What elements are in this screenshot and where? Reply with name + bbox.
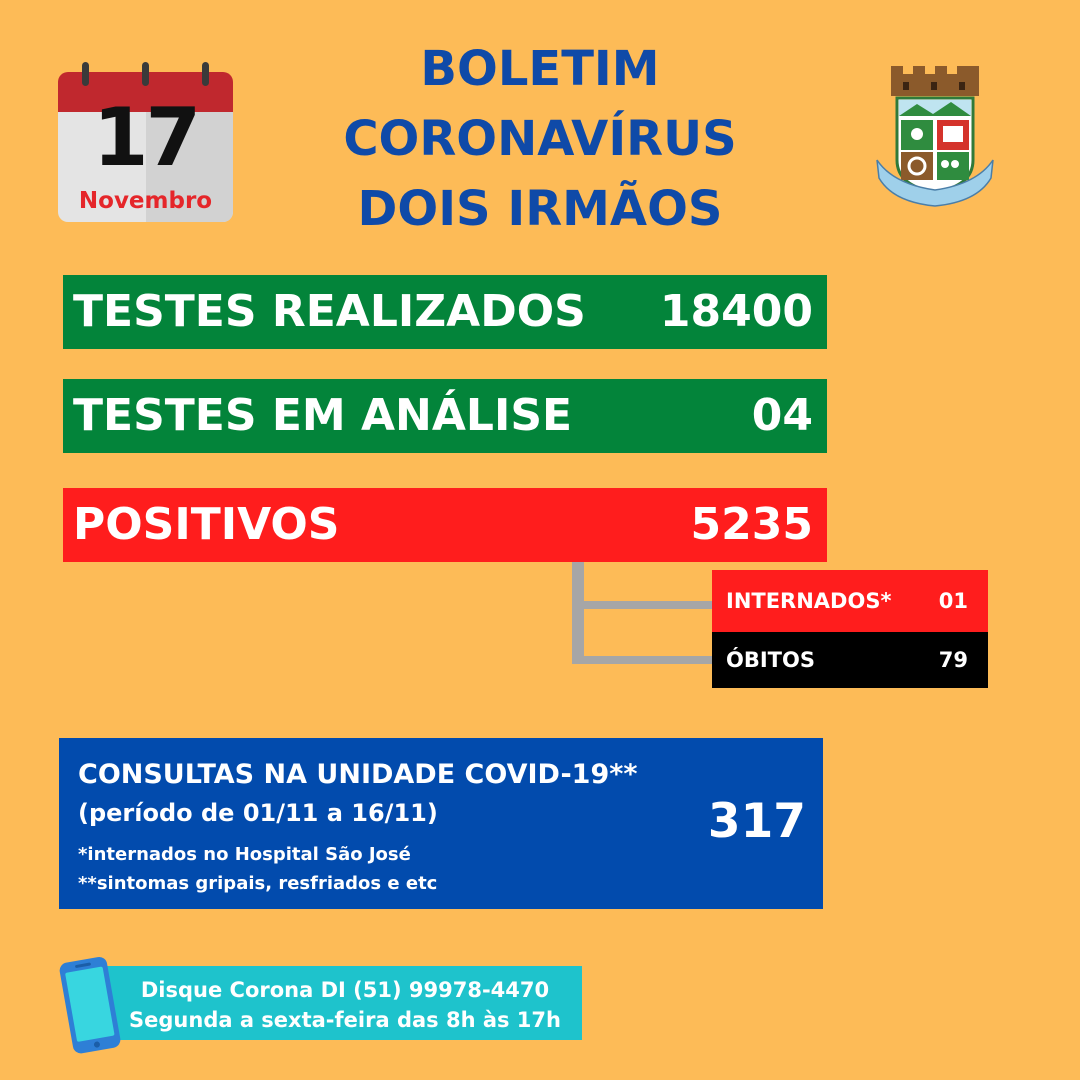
calendar-page [58,112,233,222]
calendar-page-shade [146,112,233,222]
stat-label: INTERNADOS* [726,589,892,613]
calendar-day: 17 [92,91,201,184]
consultas-value: 317 [707,794,806,849]
municipal-coat-of-arms-icon [873,60,997,216]
contact-phone: Disque Corona DI (51) 99978-4470 [140,978,550,1002]
calendar-ring [202,62,209,86]
connector-line [584,601,712,609]
stat-positivos: POSITIVOS 5235 [63,488,827,562]
page-title: BOLETIM CORONAVÍRUS DOIS IRMÃOS [330,34,750,244]
stat-label: POSITIVOS [73,499,340,550]
contact-banner: Disque Corona DI (51) 99978-4470 Segunda… [95,966,582,1040]
calendar-month: Novembro [78,188,213,214]
connector-line [572,562,584,664]
stat-obitos: ÓBITOS 79 [712,632,988,688]
consultas-title: CONSULTAS NA UNIDADE COVID-19** [78,759,638,790]
title-line-1: BOLETIM [420,41,660,97]
calendar-ring [82,62,89,86]
stat-testes-realizados: TESTES REALIZADOS 18400 [63,275,827,349]
smartphone-icon [56,955,126,1055]
calendar-icon: 17 Novembro [58,62,233,222]
title-line-3: DOIS IRMÃOS [357,181,723,237]
title-line-2: CORONAVÍRUS [343,111,737,167]
stat-value: 01 [938,589,968,613]
consultas-panel: CONSULTAS NA UNIDADE COVID-19** (período… [59,738,823,909]
consultas-period: (período de 01/11 a 16/11) [78,799,438,827]
footnote-sintomas: **sintomas gripais, resfriados e etc [78,873,438,894]
stat-label: TESTES EM ANÁLISE [73,390,573,441]
stat-value: 5235 [690,499,813,550]
stat-label: TESTES REALIZADOS [73,286,586,337]
stat-label: ÓBITOS [726,648,815,672]
connector-line [584,656,712,664]
contact-hours: Segunda a sexta-feira das 8h às 17h [129,1008,561,1032]
calendar-ring [142,62,149,86]
stat-value: 79 [938,648,968,672]
stat-value: 04 [751,390,813,441]
stat-internados: INTERNADOS* 01 [712,570,988,632]
stat-testes-em-analise: TESTES EM ANÁLISE 04 [63,379,827,453]
stat-value: 18400 [659,286,813,337]
footnote-internados: *internados no Hospital São José [78,844,411,865]
